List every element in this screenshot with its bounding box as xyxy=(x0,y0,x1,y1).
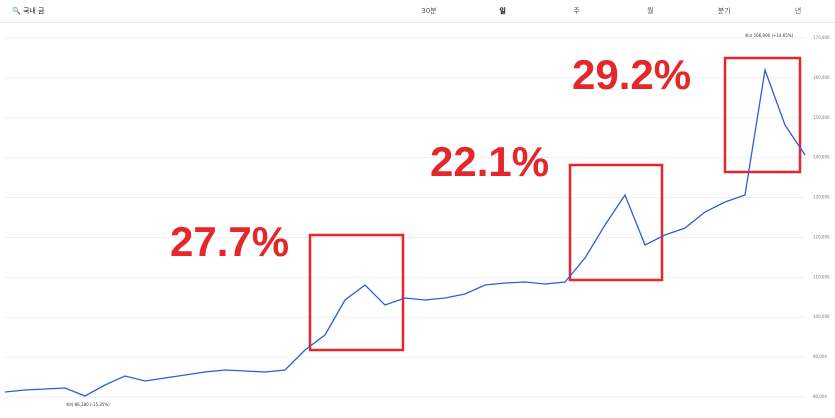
tab[interactable]: 일 xyxy=(499,7,506,15)
highlight-box xyxy=(308,233,405,352)
search-text: 국내 금 xyxy=(22,7,45,15)
y-tick-label: 140,000 xyxy=(813,155,830,160)
toolbar: 🔍 국내 금 30분 일 주 월 분기 년 xyxy=(0,0,835,23)
tab[interactable]: 월 xyxy=(647,7,654,15)
y-tick-label: 110,000 xyxy=(813,274,830,279)
y-tick-label: 160,000 xyxy=(813,75,830,80)
annotation: 최고 166,900 (+14.65%) xyxy=(745,32,794,38)
price-line xyxy=(4,67,806,397)
annotation: 29.2% xyxy=(572,51,691,98)
y-tick-label: 80,000 xyxy=(813,394,827,399)
annotation: 27.7% xyxy=(170,218,289,265)
tab[interactable]: 분기 xyxy=(717,7,731,15)
y-tick-label: 90,000 xyxy=(813,354,827,359)
y-tick-label: 150,000 xyxy=(813,115,830,120)
annotation: 22.1% xyxy=(430,138,549,185)
tab[interactable]: 30분 xyxy=(421,7,437,15)
grid xyxy=(5,37,805,398)
tab[interactable]: 주 xyxy=(573,7,580,15)
highlight-box xyxy=(568,163,664,282)
annotation: 최저 86,180 (-15.35%) xyxy=(66,401,110,407)
tab[interactable]: 년 xyxy=(794,7,802,15)
y-tick-label: 100,000 xyxy=(813,314,830,319)
highlight-box xyxy=(723,56,802,174)
y-tick-label: 130,000 xyxy=(813,195,830,200)
search-box[interactable]: 🔍 국내 금 xyxy=(12,7,45,15)
y-tick-label: 170,000 xyxy=(813,35,830,40)
y-tick-label: 120,000 xyxy=(813,234,830,239)
